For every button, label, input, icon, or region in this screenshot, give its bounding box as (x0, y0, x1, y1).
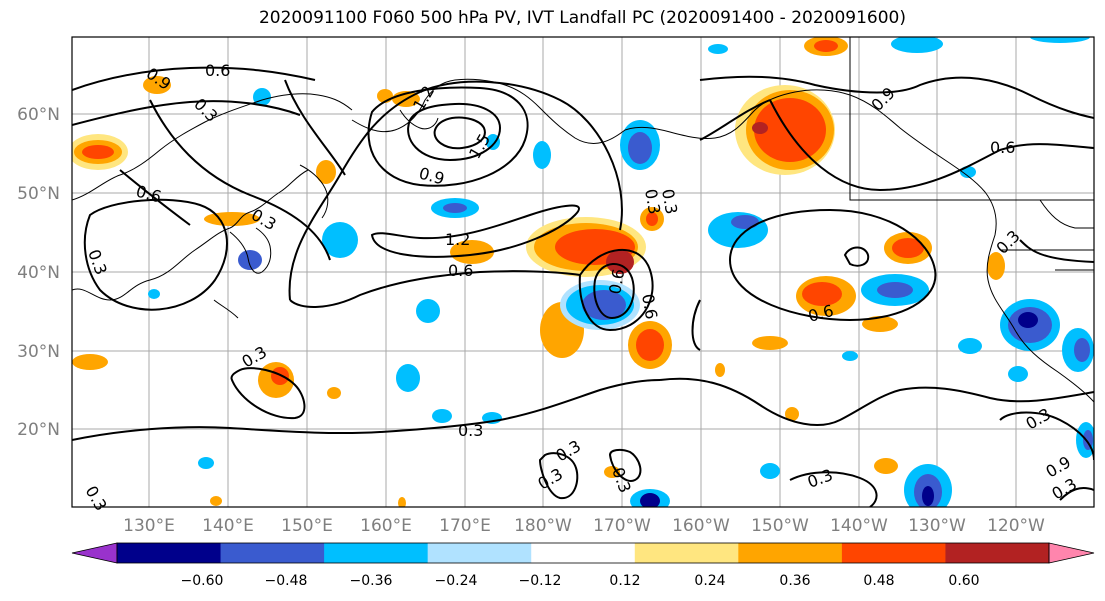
colorbar-tick: −0.24 (435, 573, 478, 589)
colorbar-segments (117, 543, 1050, 563)
colorbar-tick: 0.60 (948, 573, 979, 589)
lon-label: 130°E (123, 516, 175, 536)
latitude-labels: 60°N 50°N 40°N 30°N 20°N (17, 105, 60, 440)
map-title: 2020091100 F060 500 hPa PV, IVT Landfall… (258, 8, 906, 28)
colorbar-segment (945, 543, 1050, 563)
lon-label: 150°E (281, 516, 333, 536)
lon-label: 140°W (830, 516, 888, 536)
colorbar-tick: −0.12 (519, 573, 562, 589)
lon-label: 160°E (360, 516, 412, 536)
contour-label: 0.3 (641, 187, 664, 215)
contour-label: 0.6 (205, 61, 230, 80)
gridlines (72, 37, 1094, 507)
colorbar-segment (117, 543, 222, 563)
lon-label: 160°W (672, 516, 730, 536)
colorbar-tick-labels: −0.60 −0.48 −0.36 −0.24 −0.12 0.12 0.24 … (181, 573, 980, 589)
colorbar-tick: 0.36 (779, 573, 810, 589)
map-content (72, 37, 1094, 507)
lon-label: 170°E (439, 516, 491, 536)
contour-label: 0.3 (458, 421, 483, 440)
lon-label: 170°W (593, 516, 651, 536)
colorbar-tick: 0.48 (863, 573, 894, 589)
lon-label: 130°W (908, 516, 966, 536)
contour-label: 0.6 (638, 292, 661, 320)
lon-label: 180°W (514, 516, 572, 536)
colorbar-segment (220, 543, 325, 563)
colorbar-tick: −0.48 (265, 573, 308, 589)
lon-label: 150°W (751, 516, 809, 536)
lat-label: 50°N (17, 184, 60, 204)
colorbar-tick: −0.60 (181, 573, 224, 589)
colorbar-extend-max (1048, 542, 1095, 564)
colorbar-extend-min (71, 542, 118, 564)
contour-label: 0.6 (448, 261, 473, 280)
colorbar-segment (738, 543, 843, 563)
contour-label: 0.6 (605, 267, 628, 295)
lat-label: 30°N (17, 342, 60, 362)
colorbar-tick: 0.24 (694, 573, 725, 589)
colorbar-outline (116, 542, 1050, 564)
lat-label: 60°N (17, 105, 60, 125)
colorbar-segment (324, 543, 429, 563)
colorbar-tick: 0.12 (609, 573, 640, 589)
colorbar-segment (531, 543, 636, 563)
colorbar-segment (841, 543, 946, 563)
longitude-labels: 130°E 140°E 150°E 160°E 170°E 180°W 170°… (123, 516, 1045, 536)
lon-label: 140°E (202, 516, 254, 536)
colorbar: −0.60 −0.48 −0.36 −0.24 −0.12 0.12 0.24 … (71, 542, 1095, 589)
lon-label: 120°W (987, 516, 1045, 536)
contour-label: 0.3 (658, 187, 681, 215)
lat-label: 40°N (17, 263, 60, 283)
pv-contours (72, 66, 1094, 507)
contour-label: 0.6 (990, 138, 1015, 157)
contour-label: 1.2 (445, 230, 470, 249)
positive-anomalies (72, 37, 1005, 507)
colorbar-tick: −0.36 (350, 573, 393, 589)
colorbar-segment (427, 543, 532, 563)
map-frame (71, 36, 1095, 508)
lat-label: 20°N (17, 420, 60, 440)
colorbar-segment (634, 543, 739, 563)
